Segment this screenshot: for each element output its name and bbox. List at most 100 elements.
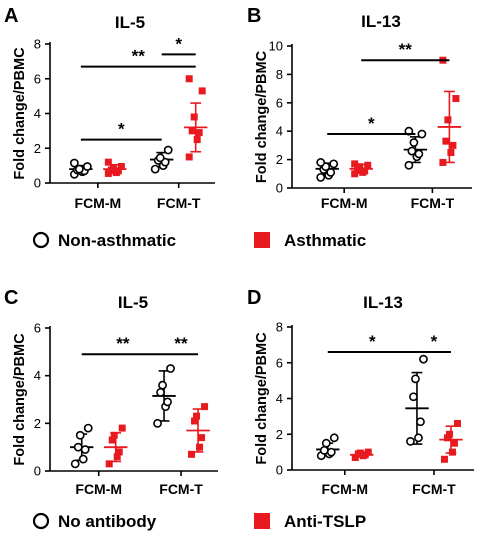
data-point-square bbox=[449, 141, 457, 149]
data-point-circle bbox=[156, 387, 165, 397]
series-group bbox=[152, 364, 176, 428]
data-point-square bbox=[351, 170, 359, 178]
y-tick-label: 8 bbox=[276, 320, 283, 335]
series-group bbox=[439, 420, 463, 463]
data-point-square bbox=[450, 439, 458, 447]
data-point-circle bbox=[326, 167, 336, 177]
chart-panel-b: B IL-13 Fold change/PBMC 0 2 4 6 8 10 FCM-M FCM-T *… bbox=[247, 5, 472, 211]
series-group bbox=[70, 423, 94, 469]
data-point-square bbox=[196, 443, 204, 451]
chart-panel-c: C IL-5 Fold change/PBMC 0 2 4 6 FCM-M FCM-T ** ** bbox=[4, 287, 218, 497]
y-tick-label: 8 bbox=[34, 37, 41, 52]
data-point-circle bbox=[407, 146, 417, 156]
significance-bracket: ** bbox=[164, 334, 199, 356]
legend-bottom: No antibody Anti-TSLP bbox=[32, 512, 366, 531]
significance-label: * bbox=[431, 332, 438, 351]
data-point-square bbox=[193, 136, 201, 144]
x-category-label: FCM-T bbox=[412, 481, 456, 497]
data-point-circle bbox=[163, 145, 173, 155]
series-group bbox=[104, 424, 128, 468]
y-tick-label: 4 bbox=[34, 368, 41, 383]
data-point-square bbox=[195, 129, 203, 137]
x-category-label: FCM-M bbox=[321, 195, 368, 211]
data-point-square bbox=[193, 412, 201, 420]
data-point-circle bbox=[409, 138, 419, 147]
data-point-circle bbox=[417, 129, 427, 139]
y-tick-label: 2 bbox=[34, 141, 41, 156]
y-tick-label: 2 bbox=[276, 152, 283, 167]
significance-bracket: * bbox=[80, 120, 162, 141]
legend-bottom-label-2: Anti-TSLP bbox=[284, 512, 366, 531]
chart-title: IL-13 bbox=[361, 12, 401, 31]
chart-title: IL-5 bbox=[118, 293, 148, 312]
data-point-circle bbox=[80, 445, 90, 454]
x-category-label: FCM-M bbox=[75, 481, 122, 497]
legend-bottom-label-1: No antibody bbox=[58, 512, 157, 531]
significance-bracket: ** bbox=[80, 47, 196, 68]
series-group bbox=[184, 75, 208, 161]
data-point-square bbox=[443, 434, 451, 442]
data-point-square bbox=[444, 116, 452, 124]
data-point-square bbox=[185, 153, 193, 161]
data-point-circle bbox=[70, 459, 80, 469]
series-group bbox=[315, 158, 339, 182]
data-point-square bbox=[356, 163, 364, 171]
significance-label: * bbox=[175, 34, 182, 53]
y-tick-label: 2 bbox=[34, 416, 41, 431]
y-axis-label: Fold change/PBMC bbox=[12, 333, 28, 466]
data-point-square bbox=[440, 455, 448, 463]
data-point-square bbox=[198, 87, 206, 95]
y-tick-label: 4 bbox=[276, 124, 283, 139]
series-group bbox=[150, 145, 174, 174]
data-point-square bbox=[364, 448, 372, 456]
y-tick-label: 4 bbox=[34, 106, 41, 121]
series-group bbox=[349, 160, 373, 178]
y-axis-label: Fold change/PBMC bbox=[254, 50, 270, 183]
significance-label: * bbox=[369, 332, 376, 351]
panel-letter: B bbox=[247, 5, 261, 27]
data-point-square bbox=[364, 161, 372, 169]
data-point-square bbox=[190, 113, 198, 121]
data-point-square bbox=[361, 167, 369, 175]
data-point-square bbox=[191, 417, 199, 425]
data-point-circle bbox=[419, 354, 428, 364]
y-tick-label: 6 bbox=[34, 71, 41, 86]
data-point-square bbox=[198, 434, 206, 442]
data-point-square bbox=[188, 127, 196, 135]
legend-filled-square-marker bbox=[254, 513, 270, 529]
data-point-circle bbox=[155, 153, 165, 163]
data-point-circle bbox=[153, 418, 162, 428]
significance-bracket: * bbox=[416, 332, 451, 354]
data-point-circle bbox=[75, 430, 85, 440]
x-category-label: FCM-M bbox=[75, 195, 122, 211]
significance-label: ** bbox=[116, 334, 130, 353]
x-category-label: FCM-T bbox=[157, 195, 201, 211]
data-point-circle bbox=[82, 162, 92, 171]
data-point-square bbox=[117, 162, 125, 170]
series-group bbox=[186, 403, 210, 458]
data-point-circle bbox=[73, 442, 83, 452]
y-tick-label: 0 bbox=[276, 463, 283, 478]
data-point-square bbox=[201, 403, 209, 411]
y-axis-label: Fold change/PBMC bbox=[254, 332, 270, 465]
data-point-circle bbox=[416, 417, 425, 427]
data-point-circle bbox=[74, 164, 84, 174]
legend-top: Non-asthmatic Asthmatic bbox=[32, 231, 366, 250]
significance-bracket: * bbox=[161, 34, 196, 56]
y-tick-label: 0 bbox=[276, 181, 283, 196]
significance-label: * bbox=[118, 120, 125, 139]
data-point-square bbox=[105, 460, 113, 468]
y-axis-label: Fold change/PBMC bbox=[12, 47, 28, 180]
data-point-circle bbox=[409, 392, 418, 402]
legend-top-label-2: Asthmatic bbox=[284, 231, 366, 250]
data-point-square bbox=[110, 431, 118, 439]
data-point-circle bbox=[326, 447, 336, 457]
series-group bbox=[316, 433, 340, 461]
y-tick-label: 0 bbox=[34, 464, 41, 479]
data-point-square bbox=[453, 420, 461, 428]
data-point-circle bbox=[329, 159, 339, 169]
data-point-square bbox=[118, 424, 126, 432]
data-point-square bbox=[447, 149, 455, 156]
